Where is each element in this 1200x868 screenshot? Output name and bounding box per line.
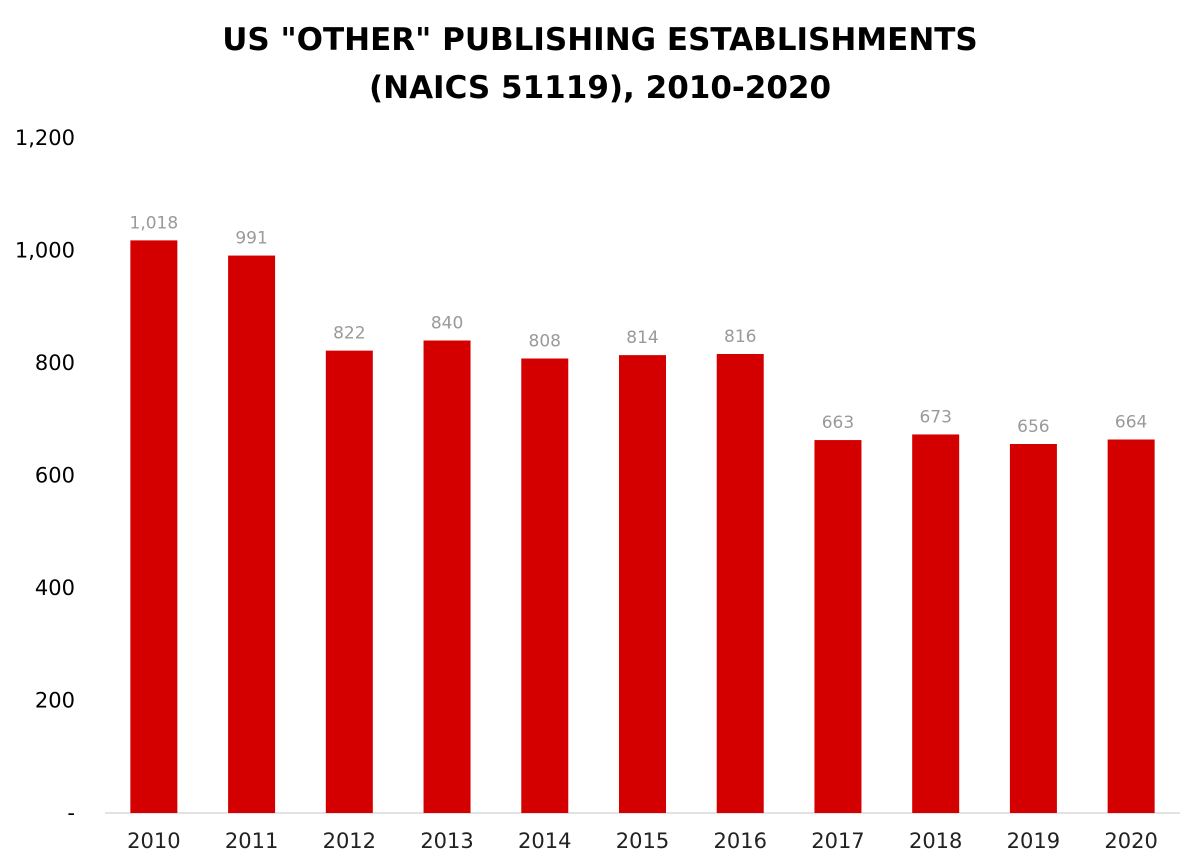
- y-tick-label: -: [67, 801, 75, 825]
- data-label: 656: [1017, 417, 1049, 437]
- x-tick-label: 2014: [518, 829, 571, 853]
- x-axis-labels: 2010 2011 2012 2013 2014 2015 2016 2017 2018 2019…: [127, 829, 1158, 853]
- bar: [912, 434, 960, 813]
- bar: [1107, 439, 1155, 813]
- bar: [325, 350, 373, 813]
- bar: [521, 358, 569, 813]
- data-label: 663: [822, 413, 854, 433]
- x-tick-label: 2015: [616, 829, 669, 853]
- data-label: 1,018: [130, 213, 179, 233]
- bar: [619, 355, 666, 813]
- x-tick-label: 2019: [1007, 829, 1060, 853]
- x-tick-label: 2013: [420, 829, 473, 853]
- bar: [716, 354, 764, 813]
- data-label: 822: [333, 324, 365, 344]
- data-label: 814: [626, 328, 658, 348]
- bar: [228, 255, 276, 813]
- data-label: 664: [1115, 413, 1147, 433]
- bar: [1009, 444, 1057, 813]
- y-tick-label: 800: [35, 351, 75, 375]
- x-tick-label: 2012: [323, 829, 376, 853]
- x-tick-label: 2016: [714, 829, 767, 853]
- y-tick-label: 200: [35, 689, 75, 713]
- data-labels-group: 1,018 991 822 840 808 814 816 663 673 656 664: [130, 213, 1148, 437]
- bars-group: [130, 240, 1155, 813]
- bar: [423, 340, 471, 813]
- data-label: 808: [529, 332, 561, 352]
- bar: [130, 240, 178, 813]
- chart-title: US "OTHER" PUBLISHING ESTABLISHMENTS (NA…: [222, 22, 978, 106]
- bar: [814, 440, 862, 813]
- y-tick-label: 600: [35, 464, 75, 488]
- x-tick-label: 2010: [127, 829, 180, 853]
- y-tick-label: 1,200: [15, 126, 75, 150]
- chart-title-line-1: US "OTHER" PUBLISHING ESTABLISHMENTS: [222, 22, 978, 58]
- x-tick-label: 2018: [909, 829, 962, 853]
- x-tick-label: 2017: [811, 829, 864, 853]
- data-label: 991: [235, 229, 267, 249]
- data-label: 840: [431, 314, 463, 334]
- data-label: 816: [724, 327, 756, 347]
- chart-title-line-2: (NAICS 51119), 2010-2020: [369, 70, 831, 106]
- x-tick-label: 2011: [225, 829, 278, 853]
- data-label: 673: [919, 407, 951, 427]
- y-axis-labels: - 200 400 600 800 1,000 1,200: [15, 126, 75, 825]
- y-tick-label: 400: [35, 576, 75, 600]
- x-tick-label: 2020: [1104, 829, 1157, 853]
- y-tick-label: 1,000: [15, 239, 75, 263]
